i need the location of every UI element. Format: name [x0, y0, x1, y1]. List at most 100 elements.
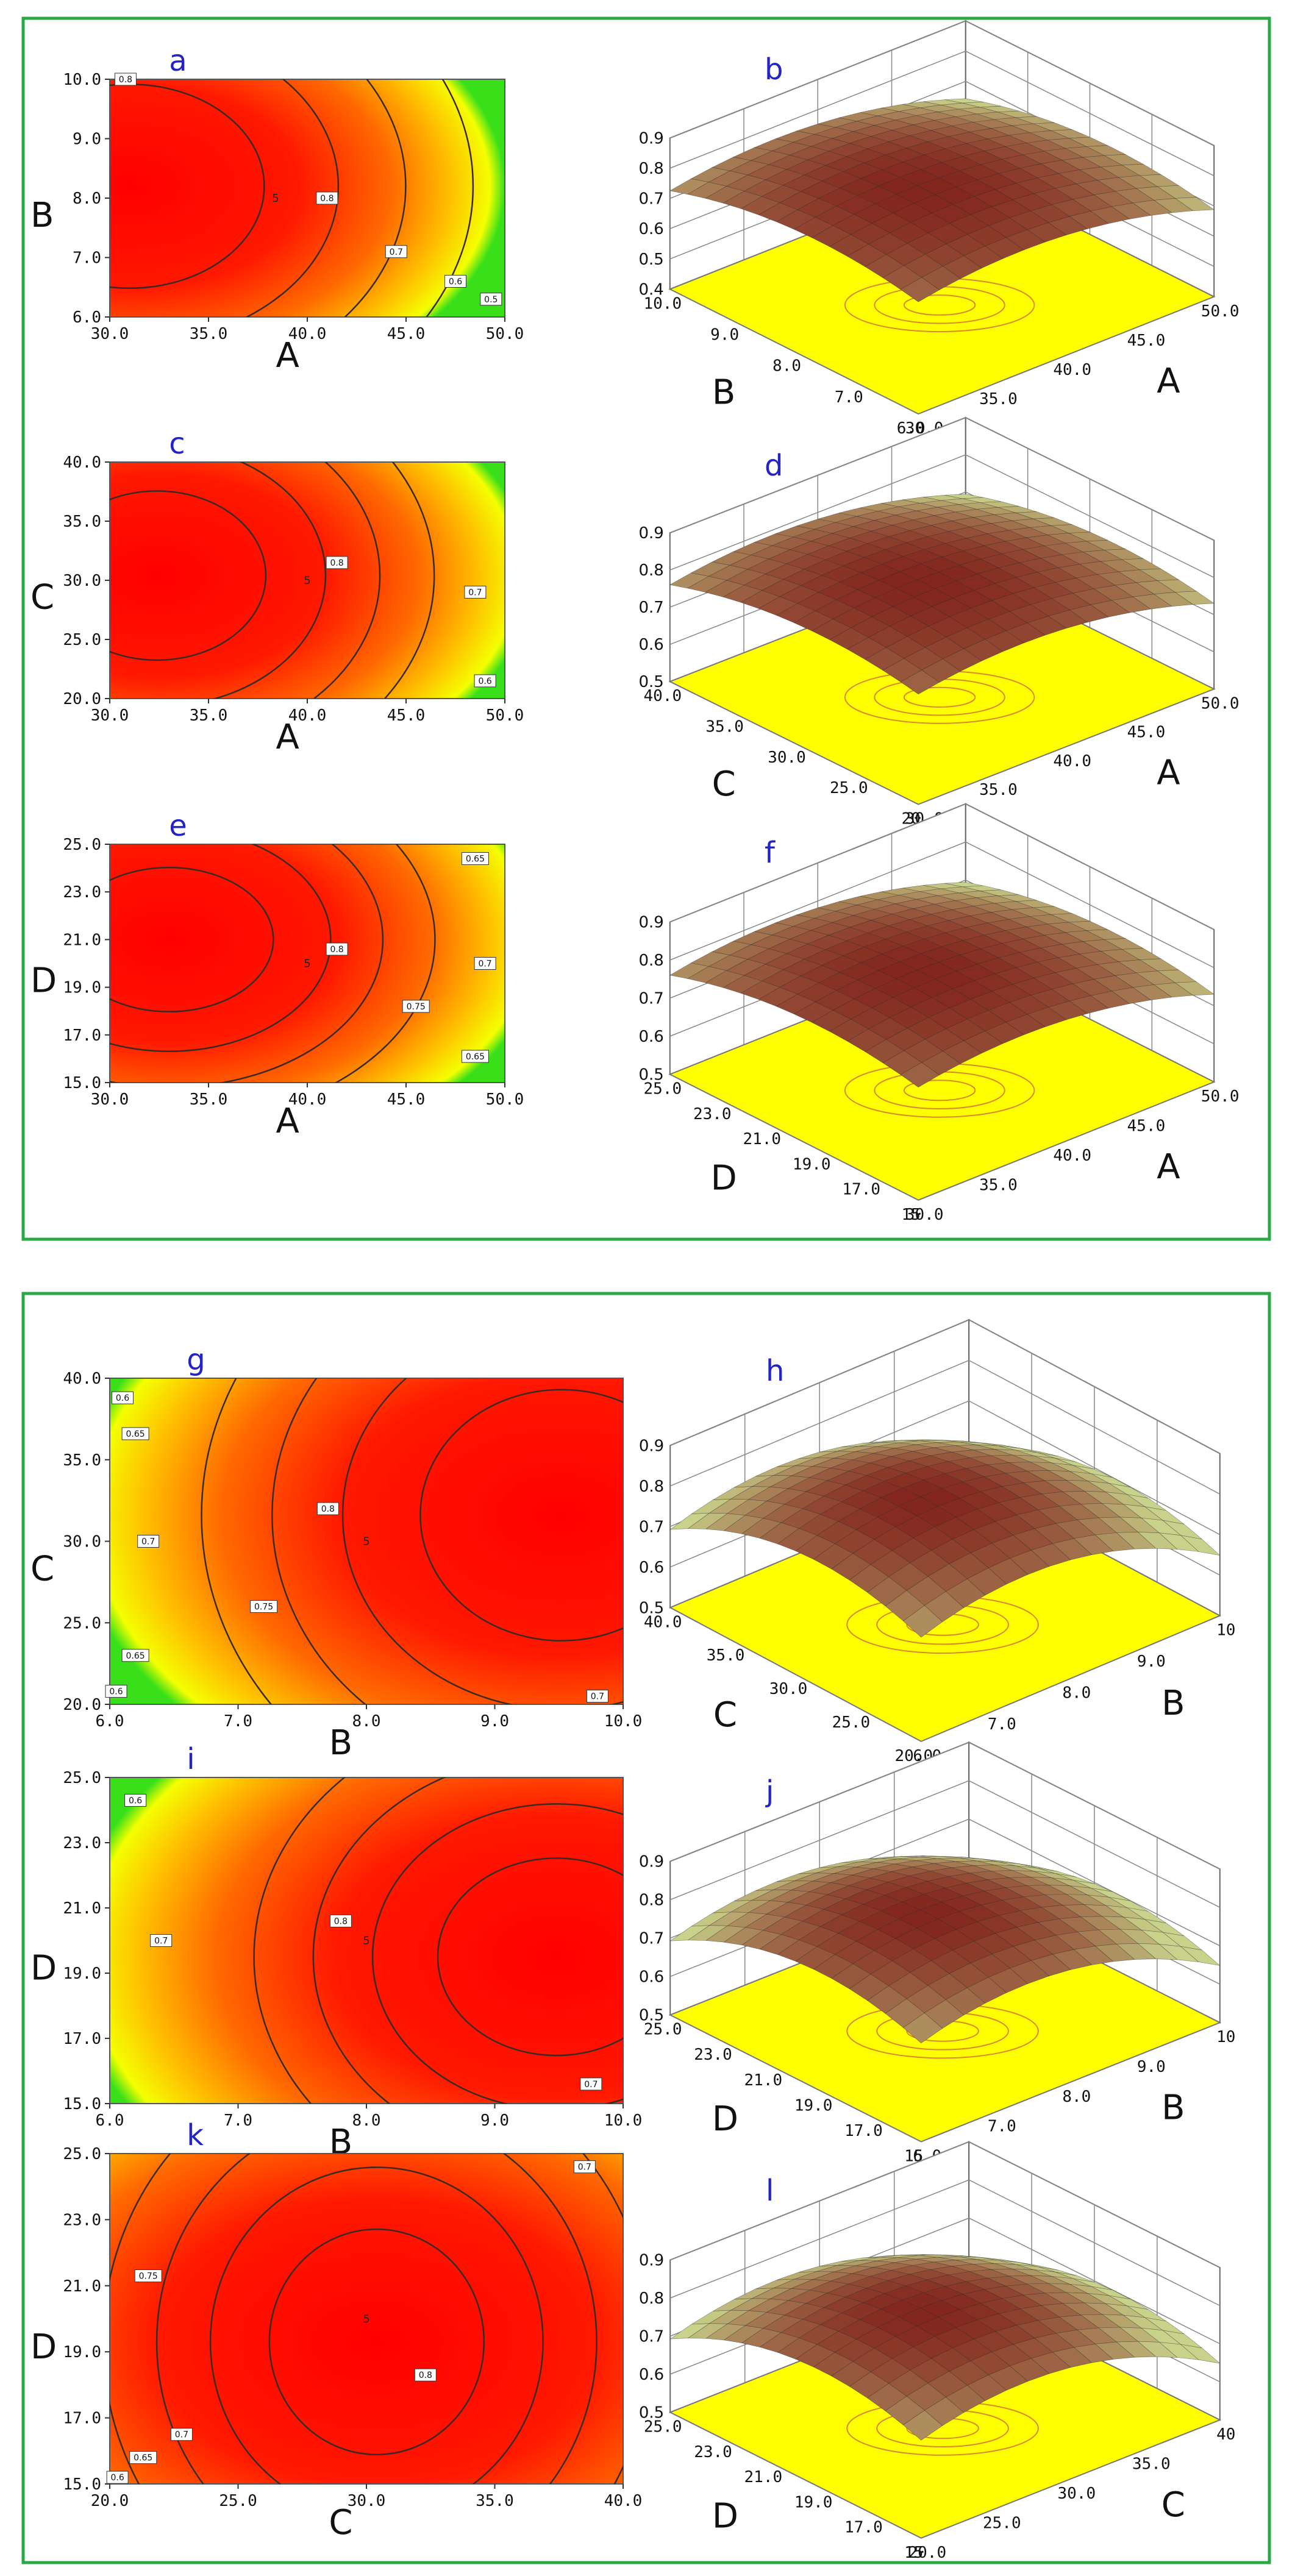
svg-text:0.75: 0.75 — [254, 1603, 273, 1612]
design-point-count: 5 — [304, 574, 310, 587]
z-tick-label: 0.6 — [638, 220, 663, 238]
y-tick-label: 15.0 — [63, 2475, 101, 2494]
contour-label: 0.7 — [150, 1934, 173, 1947]
contour-label: 0.65 — [121, 1427, 149, 1440]
contour-line — [201, 1378, 273, 1704]
x-tick-label: 45.0 — [387, 1091, 426, 1109]
contour-label: 0.65 — [121, 1649, 149, 1662]
z-tick-label: 0.9 — [639, 1437, 664, 1455]
y-tick-label: 23.0 — [63, 883, 101, 902]
y-axis-label: C — [713, 1695, 737, 1735]
y-tick-label: 10.0 — [63, 71, 101, 89]
y-tick-label: 40.0 — [644, 1613, 682, 1631]
x-axis-label: C — [329, 2503, 352, 2542]
contour-line — [212, 462, 327, 699]
svg-text:0.6: 0.6 — [478, 677, 491, 686]
z-tick-label: 0.4 — [638, 280, 663, 299]
svg-text:0.7: 0.7 — [478, 959, 491, 969]
contour-lines — [253, 1777, 623, 2104]
contour-line — [110, 844, 332, 1052]
y-tick-label: 17.0 — [842, 1181, 880, 1199]
z-tick-label: 0.6 — [638, 1028, 663, 1046]
x-axis-label: A — [1157, 1147, 1180, 1187]
panel-e: 5 0.8 0.75 0.7 0.65 0.65 30.0 35.0 40.0 45.0 50.0 1… — [30, 809, 524, 1141]
y-tick-label: 23.0 — [693, 1105, 732, 1123]
contour-label: 0.6 — [105, 1685, 127, 1698]
x-tick-label: 7.0 — [224, 2112, 252, 2130]
response-surface — [669, 1856, 1221, 2044]
svg-text:0.6: 0.6 — [110, 2473, 124, 2483]
contour-label: 0.6 — [124, 1793, 147, 1807]
y-tick-label: 21.0 — [63, 931, 101, 949]
z-tick-label: 0.6 — [639, 1968, 664, 1987]
z-tick-label: 0.8 — [639, 2290, 664, 2308]
y-tick-label: 19.0 — [63, 979, 101, 997]
response-surface — [669, 494, 1215, 695]
svg-text:0.8: 0.8 — [334, 1916, 348, 1926]
x-tick-label: 30.0 — [905, 1206, 944, 1224]
contour-label: 0.75 — [250, 1600, 278, 1613]
x-tick-label: 7.0 — [988, 1715, 1016, 1734]
z-tick-label: 0.7 — [639, 2328, 664, 2346]
z-tick-label: 0.6 — [638, 636, 663, 654]
x-tick-label: 35.0 — [979, 1176, 1018, 1194]
contour-label: 0.7 — [474, 957, 496, 970]
x-tick-label: 35.0 — [979, 390, 1018, 408]
panel-letter: d — [765, 449, 783, 483]
panel-letter: a — [169, 44, 187, 78]
x-tick-label: 40 — [1216, 2425, 1235, 2444]
svg-text:0.65: 0.65 — [126, 1429, 145, 1439]
x-tick-label: 50.0 — [486, 325, 524, 343]
z-tick-label: 0.7 — [638, 190, 663, 208]
panel-letter: i — [187, 1742, 194, 1776]
y-tick-label: 40.0 — [63, 1370, 101, 1388]
contour-field — [109, 1378, 624, 1705]
x-tick-label: 8.0 — [352, 1712, 381, 1731]
svg-text:0.7: 0.7 — [154, 1937, 168, 1946]
contour-line — [312, 1777, 446, 2104]
y-tick-label: 20.0 — [63, 690, 101, 708]
x-tick-label: 50.0 — [1201, 1087, 1240, 1106]
contour-label: 0.65 — [461, 852, 489, 865]
contour-label: 0.8 — [326, 556, 348, 569]
y-tick-label: 40.0 — [63, 454, 101, 472]
x-tick-label: 50.0 — [486, 1091, 524, 1109]
x-tick-label: 40.0 — [1053, 361, 1091, 379]
y-tick-label: 30.0 — [63, 572, 101, 590]
panel-letter: k — [187, 2118, 204, 2152]
y-tick-label: 25.0 — [830, 779, 868, 797]
x-tick-label: 45.0 — [1127, 724, 1166, 742]
y-tick-label: 25.0 — [63, 1769, 101, 1787]
contour-label: 0.75 — [402, 1000, 430, 1013]
y-tick-label: 21.0 — [744, 2468, 783, 2486]
y-axis-label: B — [30, 196, 54, 235]
figure-group-frame-bottom — [21, 1292, 1271, 2564]
x-tick-label: 40.0 — [1053, 1147, 1091, 1165]
x-tick-label: 10 — [1216, 1621, 1235, 1640]
y-tick-label: 40.0 — [643, 687, 682, 705]
x-tick-label: 6.0 — [96, 1712, 124, 1731]
x-axis-label: A — [1157, 361, 1180, 401]
y-tick-label: 10.0 — [643, 294, 682, 313]
z-tick-label: 0.7 — [639, 1518, 664, 1536]
panel-g: 5 0.6 0.65 0.7 0.75 0.8 0.65 0.6 0.7 6.0 7.0 8.0 9.0… — [30, 1343, 642, 1763]
contour-line — [110, 866, 274, 1012]
contour-line — [341, 1378, 623, 1704]
x-tick-label: 20.0 — [908, 2544, 946, 2562]
contour-line — [209, 2166, 544, 2484]
y-axis-label: D — [30, 1949, 57, 1988]
z-tick-label: 0.7 — [638, 599, 663, 617]
design-point-count: 5 — [363, 1935, 369, 1948]
x-tick-label: 9.0 — [480, 1712, 509, 1731]
svg-text:0.65: 0.65 — [134, 2453, 152, 2463]
y-tick-label: 25.0 — [63, 1614, 101, 1632]
svg-text:0.8: 0.8 — [321, 1504, 335, 1514]
z-tick-label: 0.5 — [638, 1066, 663, 1084]
y-tick-label: 23.0 — [694, 2443, 732, 2461]
x-tick-label: 30.0 — [91, 1091, 129, 1109]
contour-label: 0.8 — [316, 1502, 339, 1515]
contour-line — [244, 79, 340, 317]
z-tick-label: 0.5 — [639, 2007, 664, 2025]
response-surface — [669, 881, 1215, 1087]
